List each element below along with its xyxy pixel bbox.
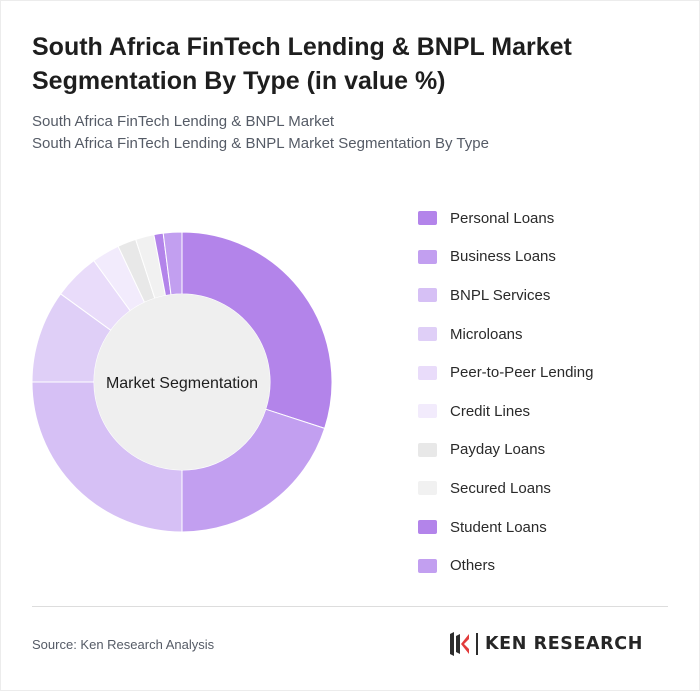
footer-divider xyxy=(32,606,668,607)
legend-label: Credit Lines xyxy=(450,402,531,420)
legend-item[interactable]: BNPL Services xyxy=(418,276,593,315)
legend-swatch xyxy=(418,520,437,535)
chart-title: South Africa FinTech Lending & BNPL Mark… xyxy=(32,33,572,95)
legend-item[interactable]: Peer-to-Peer Lending xyxy=(418,353,593,392)
donut-center-hole xyxy=(94,294,270,470)
legend-swatch xyxy=(418,481,437,496)
legend-label: Secured Loans xyxy=(450,479,551,497)
legend-label: Payday Loans xyxy=(450,441,546,459)
ken-research-logo-icon xyxy=(450,632,469,656)
legend-label: Others xyxy=(450,557,496,575)
legend-item[interactable]: Personal Loans xyxy=(418,199,593,238)
legend-label: Business Loans xyxy=(450,248,556,266)
legend-label: Student Loans xyxy=(450,518,547,536)
brand-name: KEN RESEARCH xyxy=(485,634,643,654)
legend-swatch xyxy=(418,365,437,380)
legend-item[interactable]: Others xyxy=(418,546,593,585)
logo-separator xyxy=(476,633,478,655)
legend-swatch xyxy=(418,327,437,342)
legend-swatch xyxy=(418,404,437,419)
legend-swatch xyxy=(418,288,437,303)
legend-label: Peer-to-Peer Lending xyxy=(450,364,594,382)
chart-subtitle-secondary: South Africa FinTech Lending & BNPL Mark… xyxy=(32,135,489,152)
legend-swatch xyxy=(418,211,437,226)
legend-label: Microloans xyxy=(450,325,523,343)
legend-item[interactable]: Microloans xyxy=(418,315,593,354)
legend-label: BNPL Services xyxy=(450,286,551,304)
chart-legend: Personal Loans Business Loans BNPL Service… xyxy=(418,199,593,585)
legend-swatch xyxy=(418,558,437,573)
source-note: Source: Ken Research Analysis xyxy=(32,637,215,652)
legend-item[interactable]: Credit Lines xyxy=(418,392,593,431)
legend-label: Personal Loans xyxy=(450,209,555,227)
ken-research-logo: KEN RESEARCH xyxy=(448,630,643,658)
chart-subtitle: South Africa FinTech Lending & BNPL Mark… xyxy=(32,113,335,130)
legend-item[interactable]: Business Loans xyxy=(418,238,593,277)
legend-swatch xyxy=(418,249,437,264)
legend-swatch xyxy=(418,442,437,457)
legend-item[interactable]: Payday Loans xyxy=(418,431,593,470)
legend-item[interactable]: Student Loans xyxy=(418,508,593,547)
legend-item[interactable]: Secured Loans xyxy=(418,469,593,508)
donut-center-label: Market Segmentation xyxy=(106,375,258,392)
